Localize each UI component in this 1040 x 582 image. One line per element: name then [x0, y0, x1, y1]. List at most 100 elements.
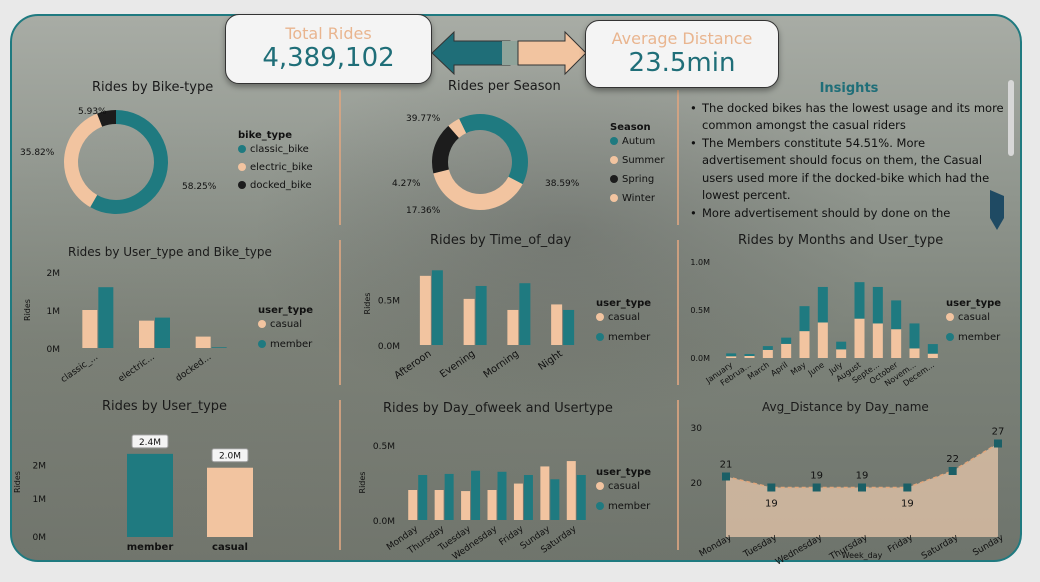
legend-label: member [608, 501, 651, 512]
data-label: 2.4M [139, 438, 161, 448]
legend-marker [610, 137, 618, 145]
legend-marker [258, 320, 266, 328]
legend-marker [596, 313, 604, 321]
y-tick-label: 0.0M [373, 517, 395, 527]
y-tick-label: 0M [47, 345, 61, 355]
bar [418, 475, 428, 520]
divider [339, 400, 341, 550]
slice-label: 39.77% [406, 114, 441, 124]
legend-marker [596, 333, 604, 341]
slice-label: 17.36% [406, 206, 441, 216]
insights-scrollbar[interactable] [1008, 80, 1014, 156]
donut-slice [97, 110, 116, 127]
bar [540, 466, 550, 520]
y-tick-label: 0.0M [690, 354, 710, 363]
chart-title: Rides by User_type and Bike_type [68, 245, 272, 259]
chart-title: Rides by User_type [102, 399, 228, 414]
chart-title: Rides by Day_ofweek and Usertype [383, 401, 613, 416]
data-point [812, 483, 821, 492]
kpi-total-rides: Total Rides 4,389,102 [225, 14, 432, 84]
bar [487, 490, 497, 520]
bar [817, 322, 828, 358]
data-label-box [211, 448, 249, 463]
legend-title: user_type [946, 298, 1001, 309]
bar [444, 473, 454, 520]
legend-label: member [608, 332, 651, 343]
bar [781, 343, 792, 358]
y-axis-label: Rides [23, 299, 32, 321]
data-point [948, 467, 957, 475]
legend-label: casual [958, 312, 990, 323]
bar [98, 287, 114, 348]
legend-marker [610, 194, 618, 202]
x-tick-label: Wednesday [774, 533, 825, 568]
bar [762, 349, 773, 358]
bar [891, 300, 902, 330]
bar [726, 356, 737, 358]
data-label: 19 [765, 499, 778, 510]
chart-title: Rides by Bike-type [92, 80, 214, 95]
bar [497, 471, 507, 520]
chart-title: Rides by Time_of_day [430, 233, 572, 248]
bar [744, 355, 755, 358]
arrow-center-block [502, 41, 518, 65]
bar [872, 286, 883, 324]
legend-marker [946, 333, 954, 341]
legend-label: Spring [622, 174, 654, 185]
bar [799, 306, 810, 332]
bar [909, 348, 920, 358]
legend-title: bike_type [238, 130, 292, 141]
data-point [722, 472, 730, 481]
chevron-down-icon[interactable] [990, 190, 1004, 230]
legend-marker [610, 175, 618, 183]
chart-title: Avg_Distance by Day_name [762, 400, 929, 414]
bar [872, 323, 883, 358]
x-tick-label: member [127, 542, 174, 553]
data-point [994, 439, 1002, 448]
bar [523, 475, 533, 520]
legend-title: user_type [596, 298, 651, 309]
bar [762, 346, 773, 350]
bar [551, 304, 563, 345]
legend-marker [238, 163, 246, 171]
bar [854, 282, 865, 319]
y-tick-label: 0.5M [690, 306, 710, 315]
legend-label: Summer [622, 155, 665, 166]
legend-label: casual [608, 312, 640, 323]
bar [854, 318, 865, 358]
y-axis-label: Rides [13, 471, 22, 493]
insights-panel[interactable]: Insights The docked bikes has the lowest… [690, 80, 1008, 230]
bar [726, 353, 737, 357]
legend-label: docked_bike [250, 180, 312, 191]
bar [836, 341, 847, 350]
bar [909, 323, 920, 349]
bar [82, 310, 98, 348]
bar [927, 344, 938, 354]
insight-item: The Members constitute 54.51%. More adve… [690, 135, 1008, 205]
data-point [903, 483, 912, 492]
legend-marker [238, 145, 246, 153]
y-tick-label: 1.0M [690, 258, 710, 267]
legend-title: user_type [596, 467, 651, 478]
data-point [767, 483, 776, 492]
legend-label: member [958, 332, 1001, 343]
bar [463, 298, 475, 345]
insight-item: More advertisement should by done on the [690, 205, 1008, 223]
kpi-label: Total Rides [285, 24, 372, 43]
bar [471, 470, 481, 520]
y-tick-label: 1M [33, 495, 47, 505]
legend-label: classic_bike [250, 144, 309, 155]
legend-marker [596, 482, 604, 490]
bar [513, 483, 523, 520]
bar [475, 285, 487, 345]
donut-slice [432, 125, 459, 174]
bar [519, 283, 531, 345]
bar [419, 275, 431, 345]
donut-slice [433, 169, 523, 211]
donut-slice [459, 114, 528, 185]
legend-marker [238, 181, 246, 189]
bar [817, 286, 828, 323]
x-tick-label: Monday [698, 533, 734, 560]
